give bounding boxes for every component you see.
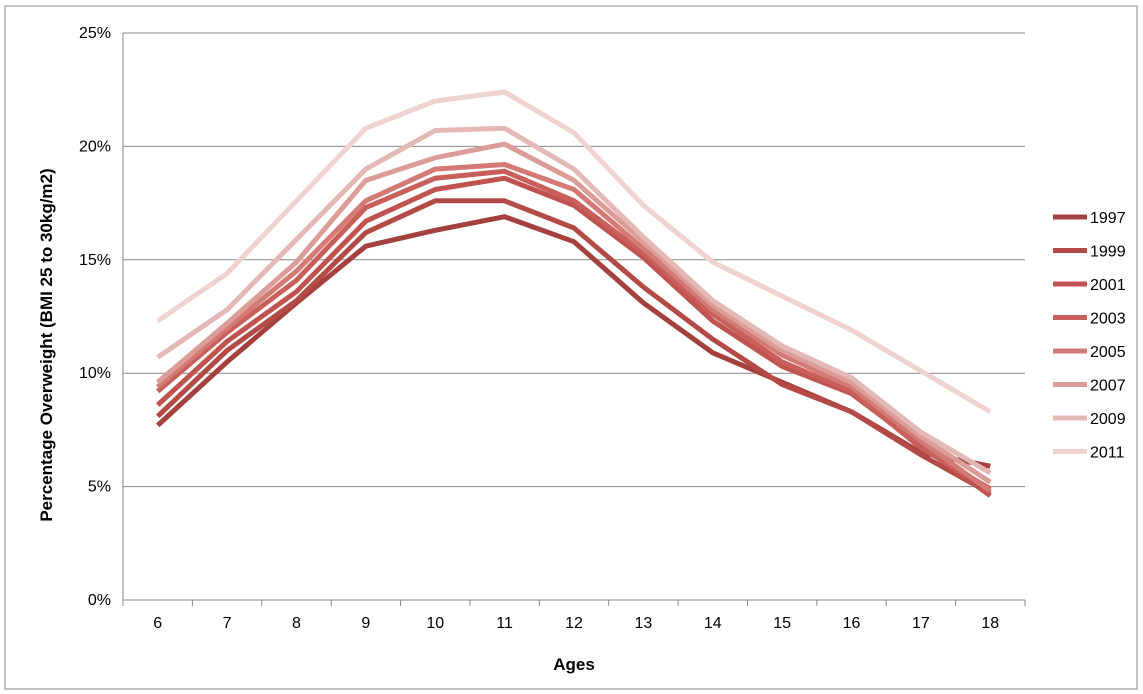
series-line-2011 (156, 89, 992, 414)
series-line-2009 (156, 125, 992, 476)
legend-label-1999: 1999 (1090, 244, 1126, 261)
legend-label-2003: 2003 (1090, 311, 1126, 328)
series-lines (155, 89, 992, 498)
legend-label-1997: 1997 (1090, 210, 1126, 227)
legend-label-2009: 2009 (1090, 411, 1126, 428)
x-tick-label: 8 (292, 615, 301, 632)
x-tick-label: 11 (496, 615, 513, 632)
x-tick-label: 13 (634, 615, 652, 632)
x-tick-label: 10 (426, 615, 444, 632)
series-line-2003 (156, 168, 992, 492)
x-tick-label: 15 (773, 615, 791, 632)
legend-label-2011: 2011 (1090, 445, 1125, 462)
x-tick-label: 7 (223, 615, 232, 632)
y-tick-label: 20% (79, 138, 111, 155)
y-tick-label: 5% (88, 479, 111, 496)
y-tick-label: 15% (79, 252, 111, 269)
y-tick-label: 0% (88, 592, 111, 609)
x-tick-label: 6 (153, 615, 162, 632)
x-tick-label: 14 (704, 615, 722, 632)
y-tick-label: 25% (79, 25, 111, 42)
series-line-2005 (156, 162, 992, 494)
x-tick-label: 17 (912, 615, 930, 632)
x-tick-label: 18 (981, 615, 999, 632)
axes: 0% 5% 10% 15% 20% 25% 6 7 8 9 10 11 12 13 14 15 16 17 18 (79, 25, 1026, 632)
y-axis-title: Percentage Overweight (BMI 25 to 30kg/m2… (37, 168, 56, 521)
series-line-1999 (155, 198, 992, 496)
legend-label-2005: 2005 (1090, 344, 1126, 361)
y-tick-label: 10% (79, 365, 111, 382)
x-tick-label: 12 (565, 615, 583, 632)
series-line-2007 (156, 141, 992, 485)
x-tick-label: 9 (361, 615, 370, 632)
legend-label-2007: 2007 (1090, 378, 1126, 395)
legend: 1997 1999 2001 2003 2005 2007 2009 2011 (1053, 210, 1126, 462)
x-tick-label: 16 (843, 615, 861, 632)
x-axis-title: Ages (553, 655, 595, 674)
chart-border (4, 5, 1138, 690)
legend-label-2001: 2001 (1090, 277, 1126, 294)
